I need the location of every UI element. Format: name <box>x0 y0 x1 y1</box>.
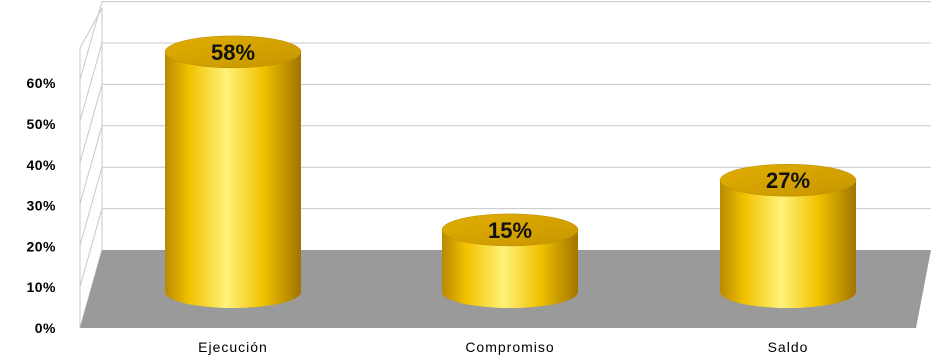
bar: 27% <box>719 163 857 308</box>
category-labels: Ejecución Compromiso Saldo <box>198 339 809 355</box>
category-label: Saldo <box>768 339 809 355</box>
y-tick-label: 50% <box>26 116 56 132</box>
y-tick-label: 60% <box>26 75 56 91</box>
bars: 58% 15% 27% <box>164 35 857 308</box>
gridline-side <box>79 84 103 163</box>
bar-body <box>720 180 856 308</box>
gridline-side <box>79 167 103 246</box>
y-tick-label: 10% <box>26 279 56 295</box>
category-label: Compromiso <box>465 339 554 355</box>
bar-body <box>442 229 578 308</box>
y-tick-label: 40% <box>26 157 56 173</box>
bar-top <box>441 213 579 247</box>
bar-top <box>719 163 857 197</box>
gridline-side <box>79 208 103 287</box>
data-label: 27% <box>766 168 810 193</box>
y-tick-label: 20% <box>26 238 56 254</box>
data-label: 58% <box>211 40 255 65</box>
gridline-side <box>79 42 103 122</box>
gridline-side <box>79 1 103 80</box>
bar: 58% <box>164 35 302 308</box>
y-axis-ticks: 0% 10% 20% 30% 40% 50% 60% <box>26 75 56 336</box>
data-label: 15% <box>488 218 532 243</box>
bar-body <box>165 51 301 308</box>
bar: 15% <box>441 213 579 308</box>
y-tick-label: 30% <box>26 198 56 214</box>
bar-top <box>164 35 302 69</box>
gridline-side <box>79 125 103 204</box>
y-tick-label: 0% <box>35 320 56 336</box>
category-label: Ejecución <box>198 339 268 355</box>
